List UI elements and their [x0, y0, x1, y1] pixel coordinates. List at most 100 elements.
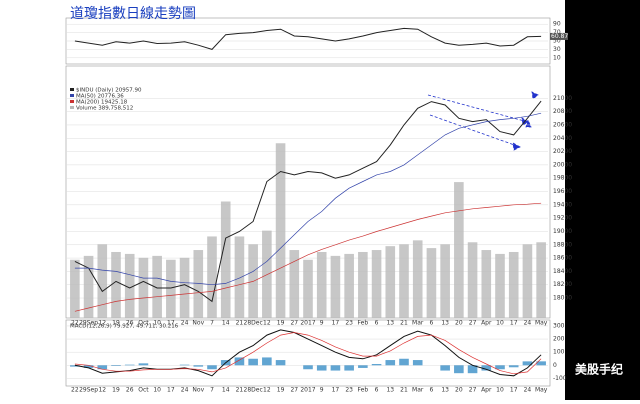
bar — [124, 364, 135, 366]
legend-label: MA(200) 19425.18 — [76, 100, 128, 106]
x-tick-label: 22 — [71, 320, 79, 327]
bar — [399, 244, 409, 318]
legend-swatch — [70, 100, 74, 103]
bar — [508, 251, 519, 318]
y-tick-label: 19000 — [553, 228, 572, 235]
bar — [440, 244, 450, 318]
series-line — [74, 329, 542, 377]
x-tick-label: 13 — [386, 387, 394, 394]
y-tick-label: 20800 — [553, 108, 572, 115]
bar — [495, 365, 505, 370]
bar — [412, 360, 423, 366]
bar — [426, 248, 437, 318]
x-tick-label: 28Dec — [244, 320, 263, 327]
x-tick-label: 21 — [236, 387, 244, 394]
legend-swatch — [70, 106, 74, 109]
y-tick-label: 18800 — [553, 241, 572, 248]
x-tick-label: Feb — [358, 387, 369, 394]
bar — [481, 250, 492, 318]
x-tick-label: 27 — [290, 320, 298, 327]
bar — [344, 365, 354, 371]
bar — [508, 365, 519, 368]
bar — [412, 240, 423, 318]
x-tick-label: Oct — [138, 387, 149, 394]
bar — [440, 365, 450, 371]
legend-swatch — [70, 88, 74, 91]
x-tick-label: May — [535, 320, 548, 327]
y-tick-label: -100 — [553, 375, 567, 382]
y-tick-label: 200 — [553, 336, 565, 343]
y-tick-label: 10 — [553, 54, 561, 61]
x-tick-label: 6 — [375, 320, 379, 327]
bar — [454, 182, 464, 318]
legend-label: MA(50) 20776.36 — [76, 94, 124, 100]
x-tick-label: 10 — [496, 387, 504, 394]
channel-line — [429, 114, 521, 148]
bar — [83, 255, 94, 318]
x-tick-label: 13 — [386, 320, 394, 327]
black-margin — [565, 0, 640, 400]
bar — [316, 251, 327, 318]
x-tick-label: 13 — [441, 320, 449, 327]
bar — [344, 253, 354, 318]
y-tick-label: 19200 — [553, 215, 572, 222]
x-tick-label: 12 — [98, 387, 106, 394]
bar — [179, 257, 190, 318]
x-tick-label: Mar — [412, 320, 424, 327]
x-tick-label: 2017 — [300, 387, 315, 394]
bar — [97, 244, 108, 318]
series-line — [74, 100, 542, 303]
bar — [522, 361, 533, 366]
bar — [303, 259, 313, 318]
bar — [152, 255, 162, 318]
bar — [83, 365, 94, 368]
y-tick-label: 100 — [553, 349, 565, 356]
x-tick-label: Oct — [138, 320, 149, 327]
x-tick-label: 23 — [345, 320, 353, 327]
x-tick-label: 7 — [210, 387, 214, 394]
x-tick-label: 27 — [290, 387, 298, 394]
x-tick-label: 14 — [222, 320, 230, 327]
bar — [467, 242, 478, 318]
x-tick-label: 28Dec — [244, 387, 263, 394]
x-tick-label: 24 — [524, 387, 532, 394]
x-tick-label: 17 — [332, 320, 340, 327]
y-tick-label: 18200 — [553, 281, 572, 288]
bar — [220, 201, 231, 318]
bar — [481, 365, 492, 371]
x-tick-label: 10 — [496, 320, 504, 327]
y-tick-label: 18400 — [553, 268, 572, 275]
bar — [179, 364, 190, 366]
last-value-label: 60.87 — [551, 33, 568, 40]
x-tick-label: 20 — [455, 387, 463, 394]
x-tick-label: Apr — [481, 320, 492, 327]
series-line — [74, 112, 542, 286]
x-tick-label: 17 — [510, 387, 518, 394]
bar — [536, 242, 546, 318]
legend-swatch — [70, 94, 74, 97]
x-tick-label: 6 — [375, 387, 379, 394]
bar — [166, 259, 176, 318]
arrow — [525, 118, 532, 128]
bar — [234, 357, 245, 366]
last-value-box — [550, 32, 568, 40]
bar — [70, 259, 80, 318]
bar — [207, 236, 217, 318]
bar — [193, 250, 204, 318]
x-tick-label: 27 — [469, 320, 477, 327]
x-tick-label: 17 — [332, 387, 340, 394]
x-tick-label: 21 — [400, 387, 408, 394]
bar — [70, 365, 80, 367]
bar — [330, 365, 341, 371]
macd-legend: MACD(12,26,9) 79.927, 49.711, 30.216 — [70, 324, 179, 330]
x-tick-label: 22 — [71, 387, 79, 394]
channel-line — [427, 94, 529, 123]
x-tick-label: 27 — [469, 387, 477, 394]
bar — [262, 230, 272, 318]
bar — [138, 257, 149, 318]
y-tick-label: 90 — [553, 21, 561, 28]
x-tick-label: 26 — [126, 320, 134, 327]
y-tick-label: 18000 — [553, 295, 572, 302]
x-tick-label: 17 — [167, 387, 175, 394]
